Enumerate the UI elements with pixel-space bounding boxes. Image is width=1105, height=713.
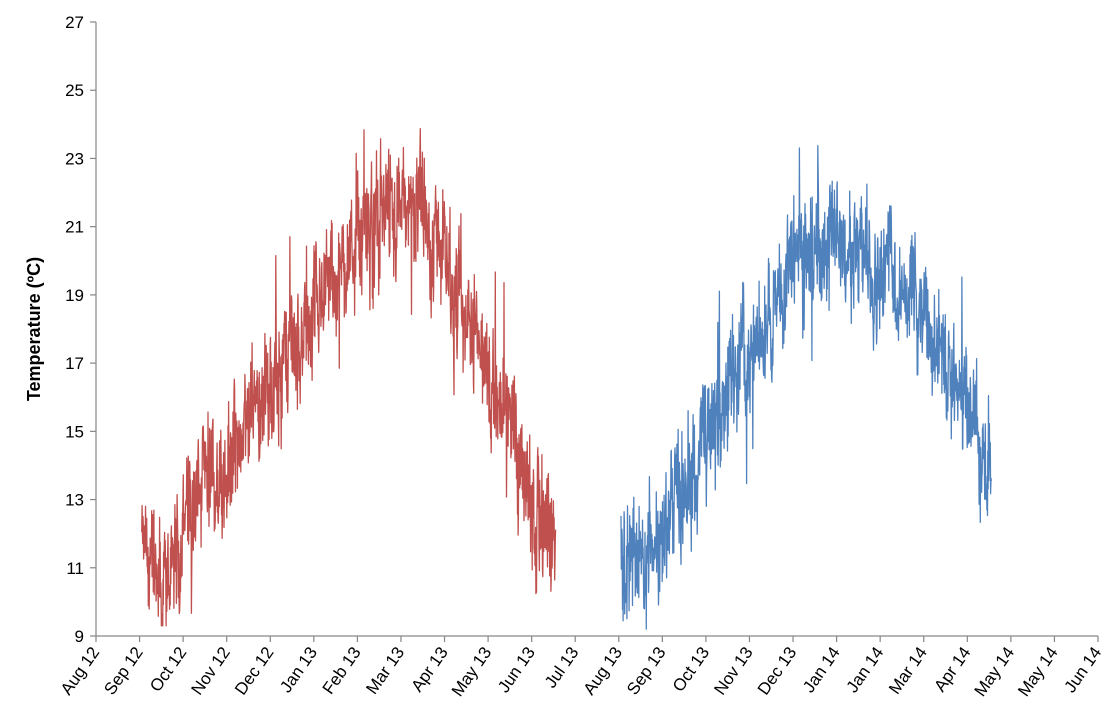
y-tick-label: 23: [65, 149, 84, 168]
series-line-0: [141, 127, 557, 627]
y-tick-label: 13: [65, 491, 84, 510]
x-tick-label: May 14: [971, 643, 1019, 700]
y-tick-label: 9: [75, 627, 84, 646]
x-tick-label: Feb 13: [319, 643, 365, 697]
x-tick-label: Aug 13: [580, 643, 626, 698]
axes-layer: [95, 22, 1098, 637]
x-tick-label: Jan 14: [843, 643, 888, 696]
x-tick-label: Oct 12: [146, 643, 190, 695]
x-tick-label: Jun 13: [494, 643, 539, 696]
x-tick-label: May 13: [448, 643, 496, 700]
x-tick-label: Nov 13: [710, 643, 756, 698]
x-tick-label: Dec 13: [754, 643, 800, 698]
y-tick-label: 19: [65, 286, 84, 305]
y-tick-label: 11: [66, 559, 84, 578]
series-layer: [141, 127, 992, 630]
x-tick-label: Aug 12: [57, 643, 103, 698]
x-tick-label: Dec 12: [231, 643, 277, 698]
y-ticks: 9 11 13 15 17 19 21 23 25 27: [65, 13, 96, 646]
x-tick-label: Apr 13: [408, 643, 452, 695]
x-tick-label: Jan 13: [276, 643, 321, 696]
x-tick-label: Apr 14: [930, 643, 974, 695]
x-tick-label: Mar 13: [362, 643, 408, 697]
x-tick-label: Oct 13: [669, 643, 713, 695]
y-tick-label: 25: [65, 81, 84, 100]
x-tick-label: Jul 13: [541, 643, 583, 691]
y-tick-label: 27: [65, 13, 84, 32]
x-tick-label: Sep 12: [100, 643, 146, 698]
x-tick-label: Jun 14: [1060, 643, 1105, 696]
x-tick-label: Jan 14: [799, 643, 844, 696]
series-line-1: [620, 145, 992, 630]
x-tick-label: May 14: [1014, 643, 1062, 700]
y-axis-label: Temperature (ºC): [24, 257, 44, 401]
y-tick-label: 21: [65, 218, 84, 237]
y-tick-label: 15: [65, 422, 84, 441]
y-tick-label: 17: [65, 354, 84, 373]
x-tick-label: Nov 12: [188, 643, 234, 698]
x-tick-label: Sep 13: [623, 643, 669, 698]
x-tick-label: Mar 14: [885, 643, 931, 697]
